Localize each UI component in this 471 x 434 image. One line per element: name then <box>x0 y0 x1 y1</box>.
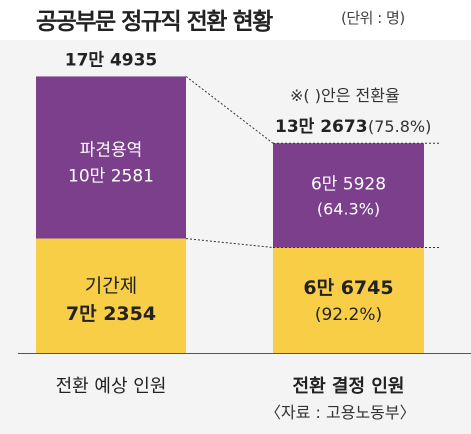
data-label: 7만 2354 <box>66 303 156 325</box>
connector-line <box>185 76 274 144</box>
source-note: 〈자료 : 고용노동부〉 <box>265 403 416 422</box>
category-label: 전환 예상 인원 <box>56 376 167 397</box>
series-name-label: 파견용역 <box>80 141 143 161</box>
title-bar: 공공부문 정규직 전환 현황 (단위 : 명) <box>0 0 471 40</box>
rate-label: (75.8%) <box>368 117 431 136</box>
rate-label: (64.3%) <box>317 199 380 218</box>
category-label: 전환 결정 인원 <box>293 375 405 397</box>
total-label: 17만 4935 <box>65 50 158 70</box>
total-label: 13만 2673 <box>275 117 368 137</box>
bar-segment-1-bottom <box>36 238 186 353</box>
series-name-label: 기간제 <box>85 275 137 297</box>
bar-segment-2-top <box>273 143 424 248</box>
data-label: 6만 5928 <box>311 174 386 194</box>
chart-unit: (단위 : 명) <box>341 9 405 27</box>
data-label: 6만 6745 <box>303 277 393 299</box>
bar-segment-1-top <box>36 76 186 239</box>
rate-note: ※( )안은 전환율 <box>290 86 400 105</box>
bar-segment-2-bottom <box>273 247 424 353</box>
connector-line <box>185 238 274 248</box>
chart-title: 공공부문 정규직 전환 현황 <box>36 9 273 35</box>
rate-label: (92.2%) <box>315 305 382 325</box>
data-label: 10만 2581 <box>68 167 154 187</box>
